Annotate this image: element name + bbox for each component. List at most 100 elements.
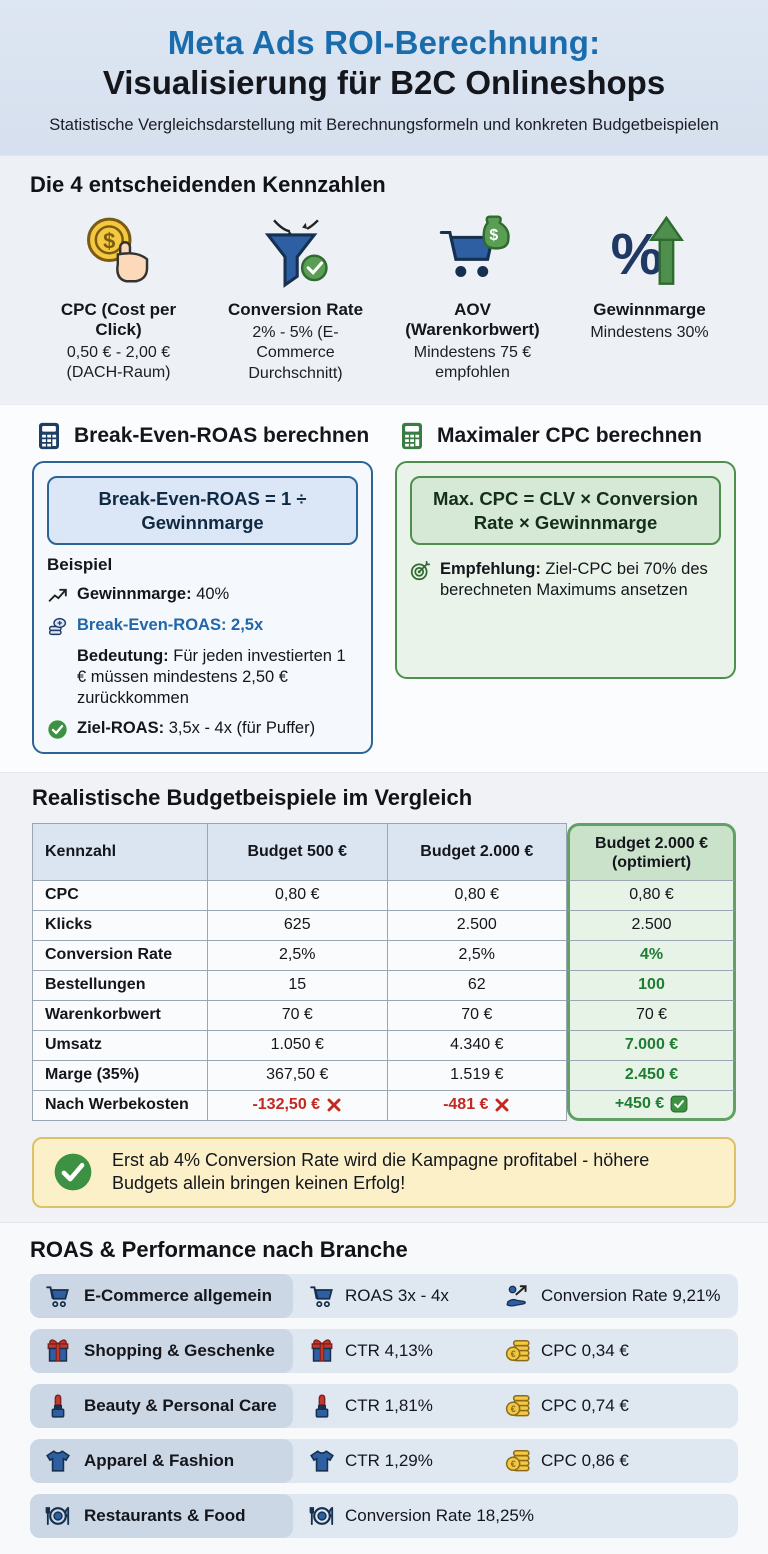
industries-section: ROAS & Performance nach Branche E-Commer… [0, 1221, 768, 1554]
industry-chip: E-Commerce allgemein [30, 1273, 293, 1318]
industry-row-apparel: Apparel & Fashion CTR 1,29% CPC 0,86 € [30, 1438, 738, 1483]
cell: 15 [208, 970, 388, 1001]
table-row: Warenkorbwert 70 € 70 € 70 € [32, 1000, 736, 1031]
industries-heading: ROAS & Performance nach Branche [30, 1236, 408, 1262]
table-row: Klicks 625 2.500 2.500 [32, 910, 736, 941]
calculator-icon [397, 421, 427, 451]
cell: 0,80 € [208, 880, 388, 911]
column-header-optimized: Budget 2.000 € (optimiert) [567, 822, 736, 881]
gift-icon [309, 1338, 335, 1364]
target-roas-line: Ziel-ROAS: 3,5x - 4x (für Puffer) [47, 718, 358, 740]
industry-chip: Apparel & Fashion [30, 1438, 293, 1483]
metrics-heading: Die 4 entscheidenden Kennzahlen [30, 172, 386, 197]
check-circle-icon [52, 1151, 94, 1193]
percent-up-icon [569, 210, 730, 294]
coins-icon [505, 1338, 531, 1364]
row-label: Marge (35%) [32, 1060, 208, 1091]
meaning-line: Bedeutung: Für jeden investierten 1 € mü… [47, 646, 358, 709]
industry-label: E-Commerce allgemein [84, 1285, 273, 1305]
industry-label: Apparel & Fashion [84, 1450, 235, 1470]
cell: 70 € [208, 1000, 388, 1031]
tshirt-icon [45, 1448, 71, 1474]
cell: 1.050 € [208, 1030, 388, 1061]
funnel-check-icon [215, 210, 376, 294]
table-row: CPC 0,80 € 0,80 € 0,80 € [32, 880, 736, 911]
cell: 2,5% [208, 940, 388, 971]
lipstick-icon [45, 1393, 71, 1419]
row-label: Klicks [32, 910, 208, 941]
margin-line: Gewinnmarge: 40% [47, 584, 358, 606]
trend-up-icon [47, 585, 68, 606]
industry-chip: Restaurants & Food [30, 1493, 293, 1538]
cell: -132,50 € [208, 1090, 388, 1121]
cart-money-icon [392, 210, 553, 294]
industry-stat2: CPC 0,34 € [505, 1338, 629, 1364]
meaning-text: Bedeutung: Für jeden investierten 1 € mü… [77, 646, 346, 707]
row-label: Bestellungen [32, 970, 208, 1001]
target-roas-text: Ziel-ROAS: 3,5x - 4x (für Puffer) [77, 718, 316, 737]
row-label: Umsatz [32, 1030, 208, 1061]
row-label: Warenkorbwert [32, 1000, 208, 1031]
table-header-row: Kennzahl Budget 500 € Budget 2.000 € Bud… [32, 822, 736, 881]
industry-stat2: CPC 0,74 € [505, 1393, 629, 1419]
check-icon [670, 1095, 688, 1113]
cell: 62 [387, 970, 568, 1001]
tshirt-icon [309, 1448, 335, 1474]
page-subtitle: Statistische Vergleichsdarstellung mit B… [49, 116, 719, 134]
industry-stat2: Conversion Rate 9,21% [505, 1283, 721, 1309]
maxcpc-column: Maximaler CPC berechnen Max. CPC = CLV ×… [395, 417, 736, 754]
table-row-nach-werbekosten: Nach Werbekosten -132,50 € -481 € +450 € [32, 1090, 736, 1121]
metrics-grid: CPC (Cost per Click) 0,50 € - 2,00 € (DA… [30, 210, 738, 384]
margin-text: Gewinnmarge: 40% [77, 584, 230, 603]
x-icon [494, 1097, 510, 1113]
cell: 7.000 € [567, 1030, 736, 1061]
breakeven-title-row: Break-Even-ROAS berechnen [34, 421, 373, 451]
industry-stat1: CTR 4,13% [309, 1338, 505, 1364]
cell: 100 [567, 970, 736, 1001]
column-header: Kennzahl [32, 822, 208, 881]
industry-stat1: ROAS 3x - 4x [309, 1283, 505, 1309]
industry-row-beauty: Beauty & Personal Care CTR 1,81% CPC 0,7… [30, 1383, 738, 1428]
industry-row-restaurants: Restaurants & Food Conversion Rate 18,25… [30, 1493, 738, 1538]
row-label: CPC [32, 880, 208, 911]
cell: -481 € [387, 1090, 568, 1121]
budget-heading: Realistische Budgetbeispiele im Vergleic… [32, 784, 473, 810]
maxcpc-formula: Max. CPC = CLV × Conversion Rate × Gewin… [410, 476, 721, 545]
page-title-line1: Meta Ads ROI-Berechnung: [167, 24, 601, 61]
industry-row-shopping: Shopping & Geschenke CTR 4,13% CPC 0,34 … [30, 1328, 738, 1373]
example-label: Beispiel [47, 554, 113, 574]
metric-title: Gewinnmarge [593, 300, 706, 319]
industry-stat1: CTR 1,81% [309, 1393, 505, 1419]
x-icon [326, 1097, 342, 1113]
metric-desc: Mindestens 75 € empfohlen [413, 344, 532, 382]
cell: 2,5% [387, 940, 568, 971]
profitability-callout: Erst ab 4% Conversion Rate wird die Kamp… [32, 1136, 736, 1208]
breakeven-formula: Break-Even-ROAS = 1 ÷ Gewinnmarge [47, 476, 358, 545]
metrics-section: Die 4 entscheidenden Kennzahlen CPC (Cos… [0, 155, 768, 405]
industry-stat1: CTR 1,29% [309, 1448, 505, 1474]
cell: 0,80 € [387, 880, 568, 911]
breakeven-title: Break-Even-ROAS berechnen [74, 424, 370, 448]
lipstick-icon [309, 1393, 335, 1419]
cell: 2.500 [567, 910, 736, 941]
industry-row-ecommerce: E-Commerce allgemein ROAS 3x - 4x Conver… [30, 1273, 738, 1318]
industry-label: Beauty & Personal Care [84, 1395, 277, 1415]
roas-value-text: Break-Even-ROAS: 2,5x [77, 615, 264, 634]
budget-table: Kennzahl Budget 500 € Budget 2.000 € Bud… [32, 822, 736, 1121]
cell: 4% [567, 940, 736, 971]
tip-text: Empfehlung: Ziel-CPC bei 70% des berechn… [440, 559, 708, 599]
cell: 70 € [387, 1000, 568, 1031]
budget-section: Realistische Budgetbeispiele im Vergleic… [0, 771, 768, 1222]
coins-icon [505, 1393, 531, 1419]
restaurant-icon [45, 1503, 71, 1529]
industry-label: Shopping & Geschenke [84, 1340, 275, 1360]
metric-title: AOV (Warenkorbwert) [405, 300, 540, 339]
header-section: Meta Ads ROI-Berechnung: Visualisierung … [0, 0, 768, 155]
column-header: Budget 2.000 € [387, 822, 568, 881]
maxcpc-title-row: Maximaler CPC berechnen [397, 421, 736, 451]
tip-line: Empfehlung: Ziel-CPC bei 70% des berechn… [410, 559, 721, 601]
metric-desc: 0,50 € - 2,00 € (DACH-Raum) [66, 344, 171, 382]
formulas-section: Break-Even-ROAS berechnen Break-Even-ROA… [0, 404, 768, 772]
cell: 70 € [567, 1000, 736, 1031]
table-row: Umsatz 1.050 € 4.340 € 7.000 € [32, 1030, 736, 1061]
